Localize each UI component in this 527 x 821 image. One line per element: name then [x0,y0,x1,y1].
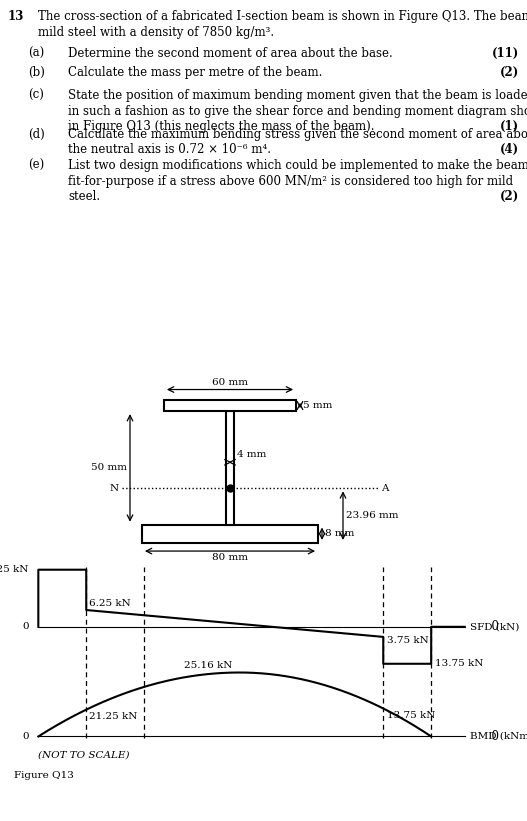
Text: 5 mm: 5 mm [303,401,333,410]
Text: Calculate the maximum bending stress given the second moment of area about: Calculate the maximum bending stress giv… [68,127,527,140]
Text: 60 mm: 60 mm [212,378,248,388]
Text: in Figure Q13 (this neglects the mass of the beam).: in Figure Q13 (this neglects the mass of… [68,120,375,133]
Text: mild steel with a density of 7850 kg/m³.: mild steel with a density of 7850 kg/m³. [38,25,274,39]
Text: 21.25 kN: 21.25 kN [89,712,137,721]
Text: (c): (c) [28,89,44,103]
Text: (NOT TO SCALE): (NOT TO SCALE) [38,750,130,759]
Text: 6.25 kN: 6.25 kN [89,599,130,608]
Text: 0: 0 [22,622,29,631]
Text: SFD (kN): SFD (kN) [470,622,519,631]
Bar [226,411,235,525]
Bar [142,525,318,543]
Text: The cross-section of a fabricated I-section beam is shown in Figure Q13. The bea: The cross-section of a fabricated I-sect… [38,10,527,23]
Text: Determine the second moment of area about the base.: Determine the second moment of area abou… [68,47,393,60]
Text: 3.75 kN: 3.75 kN [387,635,429,644]
Text: 21.25 kN: 21.25 kN [0,565,29,574]
Text: (11): (11) [492,47,519,60]
Text: 23.96 mm: 23.96 mm [346,511,398,521]
Text: (1): (1) [500,120,519,133]
Text: in such a fashion as to give the shear force and bending moment diagram shown: in such a fashion as to give the shear f… [68,104,527,117]
Text: fit-for-purpose if a stress above 600 MN/m² is considered too high for mild: fit-for-purpose if a stress above 600 MN… [68,175,513,188]
Text: (2): (2) [500,67,519,80]
Text: 4 mm: 4 mm [237,450,267,459]
Text: (b): (b) [28,67,45,80]
Text: (2): (2) [500,190,519,203]
Text: N: N [110,484,119,493]
Text: (d): (d) [28,127,45,140]
Text: A: A [381,484,388,493]
Text: 50 mm: 50 mm [91,463,127,472]
Text: 13: 13 [8,10,24,23]
Text: Figure Q13: Figure Q13 [14,771,74,780]
Text: (e): (e) [28,159,44,172]
Text: 8 mm: 8 mm [325,530,354,539]
Text: (4): (4) [500,143,519,156]
Text: 0: 0 [22,732,29,741]
Text: 0: 0 [469,621,499,633]
Text: Calculate the mass per metre of the beam.: Calculate the mass per metre of the beam… [68,67,323,80]
Text: State the position of maximum bending moment given that the beam is loaded: State the position of maximum bending mo… [68,89,527,103]
Text: (a): (a) [28,47,44,60]
Bar [164,400,296,411]
Text: 80 mm: 80 mm [212,553,248,562]
Text: the neutral axis is 0.72 × 10⁻⁶ m⁴.: the neutral axis is 0.72 × 10⁻⁶ m⁴. [68,143,271,156]
Text: 13.75 kN: 13.75 kN [387,711,435,720]
Text: BMD (kNm): BMD (kNm) [470,732,527,741]
Text: 25.16 kN: 25.16 kN [184,661,232,670]
Text: List two design modifications which could be implemented to make the beam: List two design modifications which coul… [68,159,527,172]
Text: steel.: steel. [68,190,100,203]
Text: 0: 0 [469,730,499,743]
Text: 13.75 kN: 13.75 kN [435,659,483,668]
